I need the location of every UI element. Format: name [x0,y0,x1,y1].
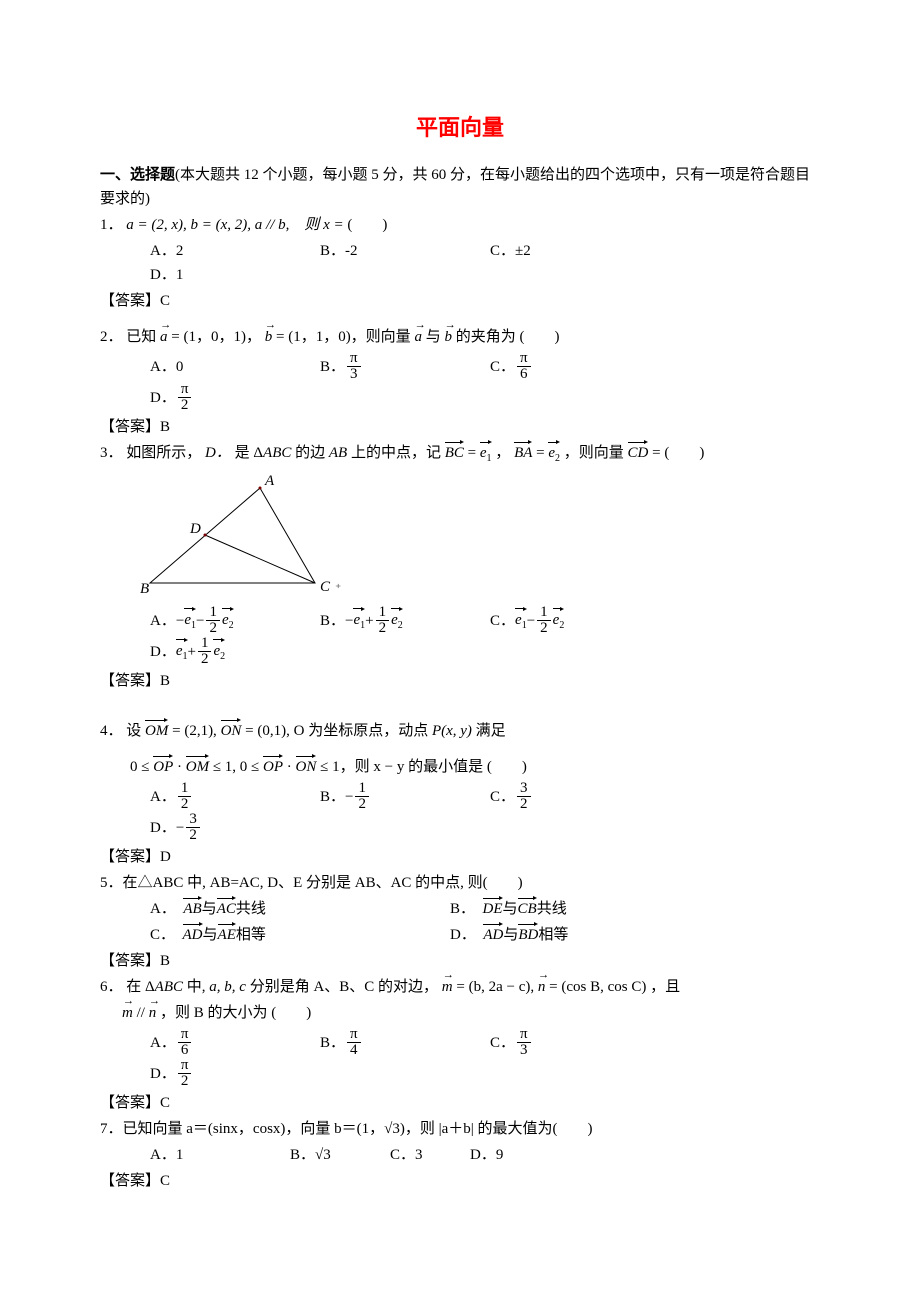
q1-opt-a: A．2 [150,239,320,263]
q5-answer: 【答案】B [100,949,820,973]
blank: ( ) [519,329,559,345]
blank: ( ) [271,1005,311,1021]
q7-options: A．1 B．√3 C．3 D．9 [150,1143,820,1167]
q4-num: 4． [100,723,123,739]
question-6: 6． 在 ΔABC 中, a, b, c 分别是角 A、B、C 的对边， m =… [100,975,820,999]
q3-opt-b: B． −e1 + 12e2 [320,605,490,636]
question-7: 7．已知向量 a＝(sinx，cosx)，向量 b＝(1，√3)，则 |a＋b|… [100,1117,820,1141]
q6-opt-c: C．π3 [490,1027,660,1058]
vec-cd-icon: CD [628,441,649,465]
q2-options: A．0 B．π3 C．π6 D．π2 [150,351,820,413]
svg-text:C: C [320,579,331,595]
section-label: 一、选择题 [100,167,175,183]
q5-opt-d: D． AD 与 BD 相等 [450,923,750,947]
vec-op-icon: OP [153,755,173,779]
q6-opt-b: B．π4 [320,1027,490,1058]
q2-opt-c: C．π6 [490,351,660,382]
q2-answer: 【答案】B [100,415,820,439]
q2-opt-b: B．π3 [320,351,490,382]
q6-num: 6． [100,979,123,995]
blank: ( ) [664,445,704,461]
q4-opt-c: C．32 [490,781,660,812]
q3-num: 3． [100,445,123,461]
q6-line2: m // n ，则 B 的大小为 ( ) [122,1001,820,1025]
q7-opt-c: C．3 [390,1143,470,1167]
q7-opt-a: A．1 [150,1143,290,1167]
vec-b-icon: b [265,325,273,349]
q1-opt-d: D．1 [150,263,320,287]
vec-b-icon: b [444,325,452,349]
svg-text:D: D [189,521,201,537]
q5-options-row1: A． AB 与 AC 共线 B． DE 与 CB 共线 [150,897,820,921]
vec-n-icon: n [538,975,546,999]
q1-opt-c: C．±2 [490,239,660,263]
question-4: 4． 设 OM = (2,1), ON = (0,1), O 为坐标原点，动点 … [100,719,820,743]
section-heading: 一、选择题(本大题共 12 个小题，每小题 5 分，共 60 分，在每小题给出的… [100,163,820,211]
q3-opt-c: C． e1 − 12e2 [490,605,660,636]
q2-t2: = (1，0，1)， [171,329,261,345]
q3-options: A． −e1 − 12e2 B． −e1 + 12e2 C． e1 − 12e2… [150,605,820,667]
q5-num: 5． [100,875,123,891]
q2-opt-d: D．π2 [150,382,320,413]
q2-t1: 已知 [126,329,160,345]
vec-e1-icon: e1 [480,441,492,467]
q4-line2: 0 ≤ OP · OM ≤ 1, 0 ≤ OP · ON ≤ 1，则 x − y… [130,755,820,779]
q2-t3: = (1，1，0)，则向量 [276,329,414,345]
q2-t4: 的夹角为 [456,329,516,345]
q5-options-row2: C． AD 与 AE 相等 D． AD 与 BD 相等 [150,923,820,947]
blank: ( ) [487,759,527,775]
q6-opt-a: A．π6 [150,1027,320,1058]
q6-answer: 【答案】C [100,1091,820,1115]
q2-num: 2． [100,329,123,345]
q5-opt-b: B． DE 与 CB 共线 [450,897,750,921]
q1-stem: a = (2, x), b = (x, 2), a // b, 则 x = [126,217,343,233]
q1-num: 1． [100,217,123,233]
q5-opt-a: A． AB 与 AC 共线 [150,897,450,921]
vec-on-icon: ON [221,719,242,743]
vec-e2-icon: e2 [548,441,560,467]
svg-text:B: B [140,581,149,597]
spacer [100,693,820,717]
section-note: (本大题共 12 个小题，每小题 5 分，共 60 分，在每小题给出的四个选项中… [100,167,810,207]
q2-opt-a: A．0 [150,355,320,379]
q5-opt-c: C． AD 与 AE 相等 [150,923,450,947]
q3-opt-d: D． e1 + 12e2 [150,636,320,667]
blank: ( ) [347,217,387,233]
question-1: 1． a = (2, x), b = (x, 2), a // b, 则 x =… [100,213,820,237]
q6-opt-d: D．π2 [150,1058,320,1089]
vec-om-icon: OM [145,719,168,743]
triangle-diagram-icon: A B C D ₊ [140,473,360,603]
q7-answer: 【答案】C [100,1169,820,1193]
question-5: 5．在△ABC 中, AB=AC, D、E 分别是 AB、AC 的中点, 则( … [100,871,820,895]
vec-a-icon: a [414,325,422,349]
q4-answer: 【答案】D [100,845,820,869]
q4-opt-b: B．−12 [320,781,490,812]
page: 平面向量 一、选择题(本大题共 12 个小题，每小题 5 分，共 60 分，在每… [0,0,920,1302]
question-3: 3． 如图所示， D． 是 ΔABC 的边 AB 上的中点，记 BC = e1 … [100,441,820,467]
q4-opt-d: D．−32 [150,812,320,843]
q1-options: A．2 B．-2 C．±2 D．1 [150,239,820,287]
q7-num: 7． [100,1121,123,1137]
q7-opt-d: D．9 [470,1143,550,1167]
vec-ba-icon: BA [514,441,532,465]
q4-options: A．12 B．−12 C．32 D．−32 [150,781,820,843]
spacer [100,313,820,323]
q7-opt-b: B．√3 [290,1143,390,1167]
vec-a-icon: a [160,325,168,349]
q6-options: A．π6 B．π4 C．π3 D．π2 [150,1027,820,1089]
q1-opt-b: B．-2 [320,239,490,263]
q1-answer: 【答案】C [100,289,820,313]
q4-opt-a: A．12 [150,781,320,812]
page-title: 平面向量 [100,110,820,145]
svg-text:₊: ₊ [335,577,341,591]
vec-bc-icon: BC [445,441,464,465]
question-2: 2． 已知 a = (1，0，1)， b = (1，1，0)，则向量 a 与 b… [100,325,820,349]
q3-opt-a: A． −e1 − 12e2 [150,605,320,636]
q3-answer: 【答案】B [100,669,820,693]
svg-text:A: A [264,473,275,489]
vec-m-icon: m [442,975,453,999]
